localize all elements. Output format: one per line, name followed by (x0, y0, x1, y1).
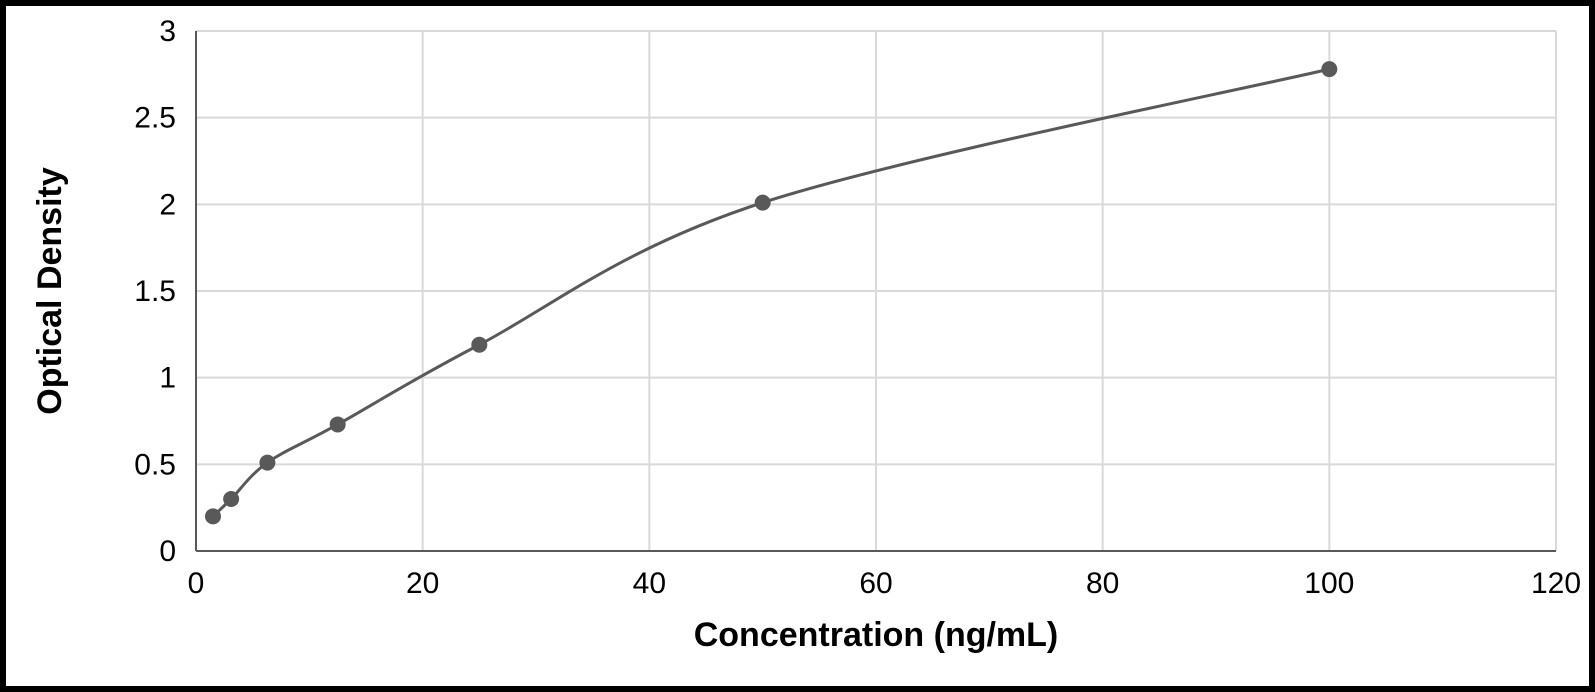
x-tick-label: 0 (188, 567, 205, 600)
data-marker (471, 337, 487, 353)
y-tick-label: 2.5 (134, 102, 176, 135)
data-marker (330, 416, 346, 432)
y-tick-label: 1.5 (134, 275, 176, 308)
chart-svg: 0 20 40 60 80 100 120 0 0.5 1 1.5 2 2.5 3 Concentratio… (6, 6, 1589, 686)
x-tick-label: 60 (859, 567, 892, 600)
y-tick-label: 0 (159, 535, 176, 568)
data-marker (259, 455, 275, 471)
y-axis-title: Optical Density (31, 167, 69, 415)
x-tick-label: 120 (1531, 567, 1581, 600)
data-marker (1321, 61, 1337, 77)
chart-frame: 0 20 40 60 80 100 120 0 0.5 1 1.5 2 2.5 3 Concentratio… (0, 0, 1595, 692)
fit-curve (213, 69, 1329, 516)
x-axis-title: Concentration (ng/mL) (694, 616, 1059, 654)
data-marker (755, 195, 771, 211)
x-tick-label: 100 (1304, 567, 1354, 600)
data-marker (205, 508, 221, 524)
chart-container: 0 20 40 60 80 100 120 0 0.5 1 1.5 2 2.5 3 Concentratio… (6, 6, 1589, 686)
y-tick-label: 1 (159, 362, 176, 395)
x-tick-label: 20 (406, 567, 439, 600)
y-tick-label: 3 (159, 15, 176, 48)
x-tick-label: 40 (633, 567, 666, 600)
x-tick-label: 80 (1086, 567, 1119, 600)
data-marker (223, 491, 239, 507)
y-tick-label: 0.5 (134, 448, 176, 481)
y-tick-label: 2 (159, 188, 176, 221)
